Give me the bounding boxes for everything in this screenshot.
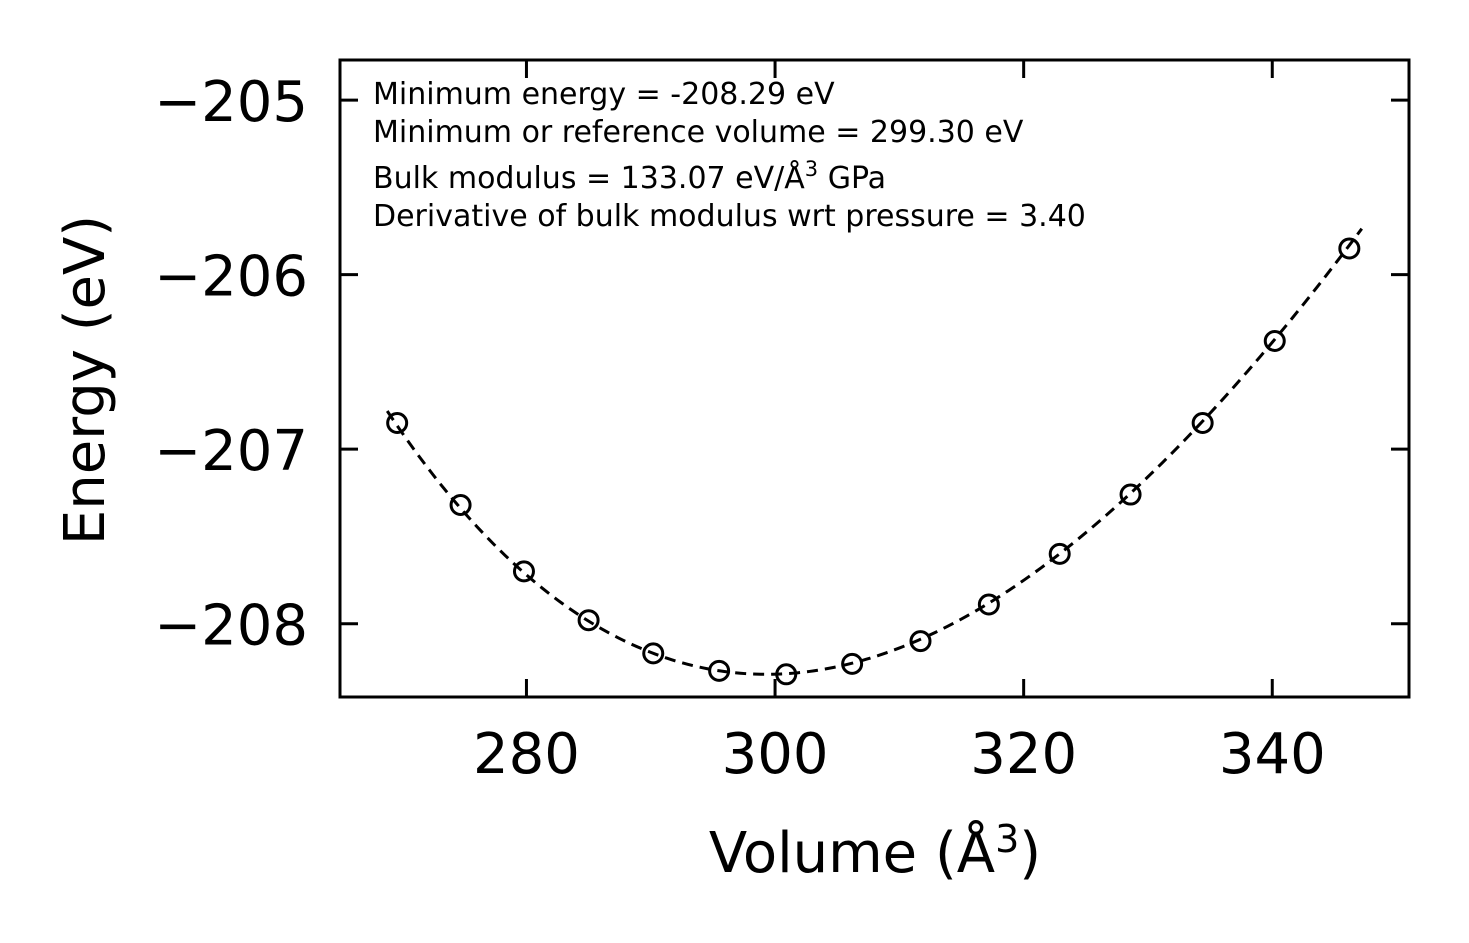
data-point bbox=[841, 652, 864, 675]
data-point bbox=[1048, 542, 1071, 565]
x-axis-title: Volume (Å3) bbox=[709, 817, 1041, 886]
x-tick-label: 320 bbox=[970, 722, 1077, 787]
data-point bbox=[1119, 483, 1142, 506]
data-point bbox=[909, 630, 932, 653]
data-point bbox=[708, 659, 731, 682]
data-point bbox=[775, 663, 798, 686]
fit-parameters-annotation: Minimum energy = -208.29 eV Minimum or r… bbox=[373, 77, 1086, 234]
fit-curve-layer bbox=[385, 227, 1363, 676]
y-tick-label: −208 bbox=[154, 594, 308, 659]
annotation-min-energy: Minimum energy = -208.29 eV bbox=[373, 77, 835, 112]
x-axis-title-main: Volume (Å bbox=[709, 820, 995, 886]
plot-frame bbox=[338, 58, 1411, 699]
fit-curve bbox=[385, 227, 1363, 676]
annotation-min-volume: Minimum or reference volume = 299.30 eV bbox=[373, 115, 1024, 150]
x-tick-label: 300 bbox=[722, 722, 829, 787]
data-point bbox=[642, 642, 665, 665]
data-point bbox=[1263, 329, 1286, 352]
annotation-bulk-modulus-unit: GPa bbox=[818, 161, 886, 196]
y-tick-label: −207 bbox=[154, 419, 308, 484]
annotation-bulk-modulus-derivative: Derivative of bulk modulus wrt pressure … bbox=[373, 199, 1086, 234]
annotation-bulk-modulus-superscript: 3 bbox=[805, 157, 818, 181]
x-axis-title-close: ) bbox=[1019, 821, 1041, 886]
x-tick-labels: 280 300 320 340 bbox=[473, 722, 1326, 787]
data-point bbox=[1191, 412, 1214, 435]
data-point bbox=[977, 593, 1000, 616]
axis-ticks bbox=[340, 60, 1409, 697]
data-point bbox=[512, 560, 535, 583]
x-tick-label: 280 bbox=[473, 722, 580, 787]
data-point bbox=[449, 494, 472, 517]
data-points-layer bbox=[386, 237, 1361, 686]
data-point bbox=[1338, 237, 1361, 260]
y-axis-title: Energy (eV) bbox=[53, 215, 118, 545]
y-tick-label: −205 bbox=[154, 70, 308, 135]
annotation-bulk-modulus-main: Bulk modulus = 133.07 eV/Å bbox=[373, 160, 805, 196]
y-tick-label: −206 bbox=[154, 245, 308, 310]
data-point bbox=[577, 609, 600, 632]
x-axis-title-superscript: 3 bbox=[995, 817, 1019, 861]
x-tick-label: 340 bbox=[1219, 722, 1326, 787]
annotation-bulk-modulus: Bulk modulus = 133.07 eV/Å3 GPa bbox=[373, 157, 886, 196]
data-point bbox=[386, 412, 409, 435]
y-tick-labels: −205 −206 −207 −208 bbox=[154, 70, 308, 659]
